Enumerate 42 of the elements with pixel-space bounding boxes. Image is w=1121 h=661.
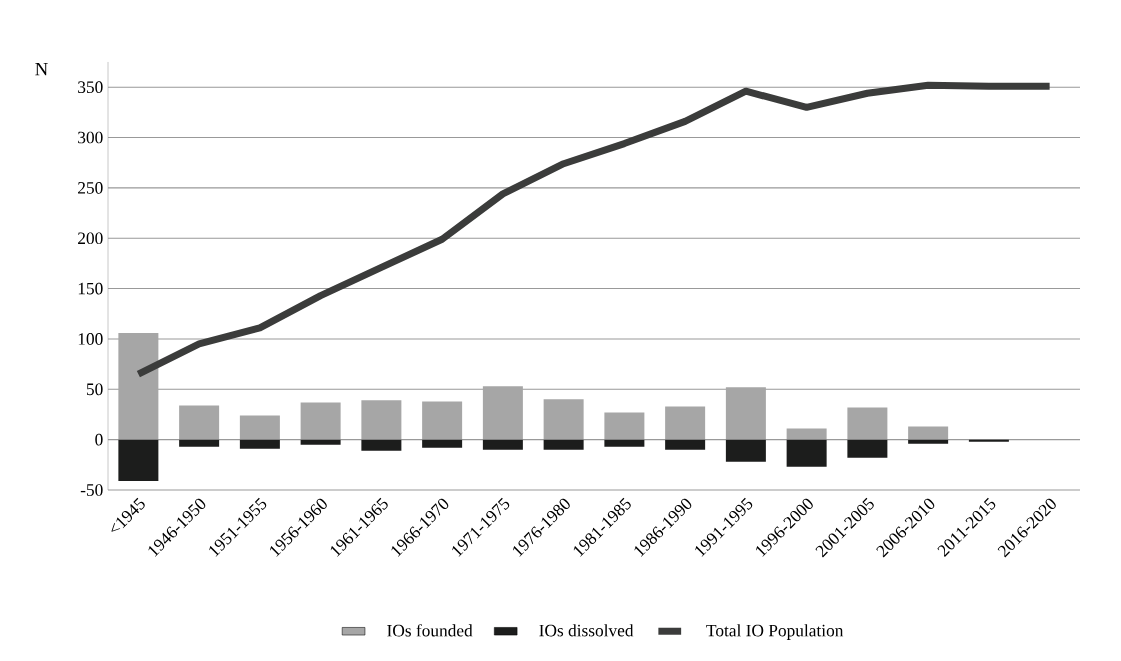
y-tick-label: 0 <box>95 433 103 446</box>
bar <box>665 406 706 440</box>
bar <box>361 439 402 451</box>
bar <box>847 439 888 458</box>
y-tick-label: 200 <box>78 232 103 245</box>
bar <box>847 407 888 440</box>
bar <box>604 412 645 440</box>
bar <box>239 439 280 449</box>
bar <box>118 439 159 481</box>
bar <box>422 401 463 440</box>
bar <box>786 428 827 440</box>
bar <box>179 405 220 440</box>
legend-label: IOs dissolved <box>539 624 634 637</box>
y-axis-title: N <box>35 63 48 76</box>
bar <box>725 439 766 462</box>
bar <box>239 415 280 440</box>
bar <box>604 439 645 447</box>
legend-label: IOs founded <box>387 624 473 637</box>
bar <box>908 439 949 444</box>
y-tick-label: 250 <box>78 182 103 194</box>
bar <box>482 386 523 440</box>
bar <box>786 439 827 467</box>
bar <box>179 439 220 447</box>
bar <box>300 439 341 445</box>
bar <box>482 439 523 450</box>
bar <box>543 439 584 450</box>
y-tick-label: 300 <box>78 131 103 144</box>
bar <box>725 387 766 440</box>
y-tick-label: 150 <box>78 282 103 295</box>
y-tick-label: -50 <box>80 484 103 496</box>
bar <box>665 439 706 450</box>
legend-label: Total IO Population <box>706 624 844 640</box>
bar <box>361 400 402 440</box>
bar <box>543 399 584 440</box>
bar <box>300 402 341 440</box>
bar <box>422 439 463 448</box>
y-tick-label: 50 <box>86 383 103 396</box>
bar <box>118 332 159 440</box>
bar <box>908 426 949 440</box>
y-tick-label: 350 <box>78 81 103 94</box>
y-tick-label: 100 <box>78 333 103 345</box>
bar <box>968 439 1009 442</box>
